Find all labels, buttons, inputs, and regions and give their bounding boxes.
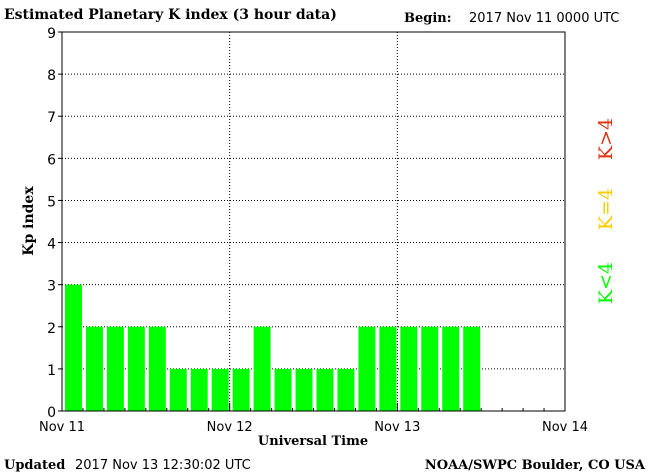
kp-bar: [379, 326, 397, 411]
kp-bar: [358, 326, 376, 411]
y-tick-label: 0: [47, 405, 56, 421]
x-axis-label: Universal Time: [258, 434, 368, 449]
kp-bar: [85, 326, 103, 411]
kp-bar: [65, 284, 82, 411]
kp-bar: [463, 326, 481, 411]
begin-value: 2017 Nov 11 0000 UTC: [469, 11, 619, 26]
y-axis-label: Kp index: [21, 186, 37, 256]
updated-label: Updated: [4, 458, 65, 473]
source-credit: NOAA/SWPC Boulder, CO USA: [425, 458, 646, 473]
y-tick-label: 5: [47, 194, 56, 210]
y-tick-label: 4: [47, 237, 56, 253]
legend-storm: K>4: [595, 118, 617, 160]
kp-bar: [337, 368, 355, 411]
kp-bar: [106, 326, 124, 411]
kp-bar: [148, 326, 166, 411]
x-tick-label: Nov 11: [39, 420, 85, 435]
x-tick-label: Nov 14: [542, 420, 588, 435]
updated-value: 2017 Nov 13 12:30:02 UTC: [75, 458, 251, 473]
kp-bar: [232, 368, 250, 411]
grid-layer: [62, 32, 565, 411]
kp-bar: [274, 368, 292, 411]
chart-title: Estimated Planetary K index (3 hour data…: [4, 7, 337, 23]
x-tick-label: Nov 13: [374, 420, 420, 435]
y-tick-label: 9: [47, 26, 56, 42]
ticks-layer: 0 1 2 3 4 5 6 7 8 9 Nov 11 Nov 12 Nov 13 Nov 14: [39, 26, 588, 435]
y-tick-label: 7: [47, 110, 56, 126]
kp-bar: [211, 368, 229, 411]
kp-bar: [190, 368, 208, 411]
y-tick-label: 2: [47, 321, 56, 337]
kp-bar: [421, 326, 439, 411]
y-tick-label: 3: [47, 279, 56, 295]
legend-quiet: K<4: [595, 262, 617, 304]
bars-layer: [65, 284, 481, 411]
kp-bar: [316, 368, 334, 411]
kp-bar: [400, 326, 418, 411]
legend-active: K=4: [595, 188, 617, 230]
y-tick-label: 6: [47, 152, 56, 168]
begin-label: Begin:: [404, 11, 452, 26]
kp-bar: [169, 368, 187, 411]
kp-bar: [442, 326, 460, 411]
y-tick-label: 1: [47, 363, 56, 379]
kp-bar: [295, 368, 313, 411]
kp-bar: [127, 326, 145, 411]
y-tick-label: 8: [47, 68, 56, 84]
kp-bar: [253, 326, 271, 411]
x-tick-label: Nov 12: [207, 420, 253, 435]
